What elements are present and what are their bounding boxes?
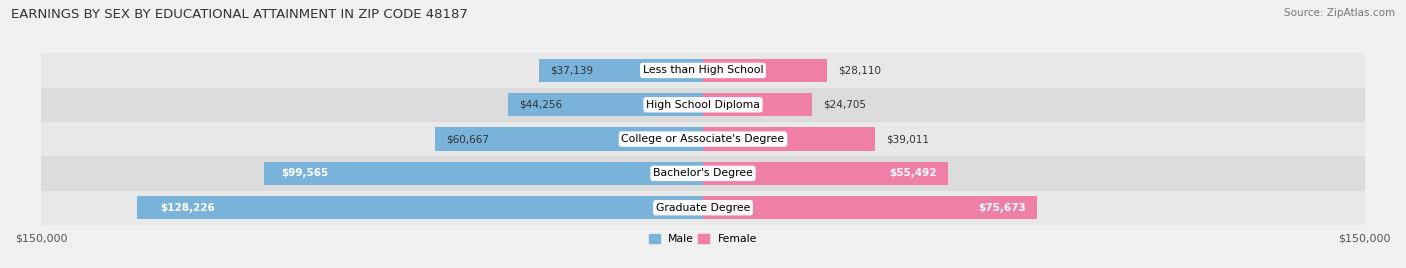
Bar bbox=[436, 127, 703, 151]
Bar bbox=[703, 162, 948, 185]
Bar bbox=[703, 196, 1036, 219]
Text: Graduate Degree: Graduate Degree bbox=[655, 203, 751, 213]
Text: College or Associate's Degree: College or Associate's Degree bbox=[621, 134, 785, 144]
Text: $55,492: $55,492 bbox=[889, 168, 936, 178]
Text: $75,673: $75,673 bbox=[979, 203, 1026, 213]
Text: EARNINGS BY SEX BY EDUCATIONAL ATTAINMENT IN ZIP CODE 48187: EARNINGS BY SEX BY EDUCATIONAL ATTAINMEN… bbox=[11, 8, 468, 21]
Text: $39,011: $39,011 bbox=[886, 134, 929, 144]
Bar bbox=[41, 122, 1365, 156]
Text: High School Diploma: High School Diploma bbox=[647, 100, 759, 110]
Bar bbox=[41, 53, 1365, 88]
Bar bbox=[538, 59, 703, 82]
Bar bbox=[41, 191, 1365, 225]
Text: $128,226: $128,226 bbox=[160, 203, 215, 213]
Text: $24,705: $24,705 bbox=[823, 100, 866, 110]
Text: $44,256: $44,256 bbox=[519, 100, 562, 110]
Text: Less than High School: Less than High School bbox=[643, 65, 763, 75]
Legend: Male, Female: Male, Female bbox=[648, 234, 758, 244]
Text: Source: ZipAtlas.com: Source: ZipAtlas.com bbox=[1284, 8, 1395, 18]
Bar bbox=[703, 59, 827, 82]
Text: $99,565: $99,565 bbox=[281, 168, 329, 178]
Bar bbox=[508, 93, 703, 116]
Bar bbox=[703, 127, 875, 151]
Bar bbox=[41, 88, 1365, 122]
Text: Bachelor's Degree: Bachelor's Degree bbox=[652, 168, 754, 178]
Text: $28,110: $28,110 bbox=[838, 65, 882, 75]
Text: $37,139: $37,139 bbox=[550, 65, 593, 75]
Bar bbox=[41, 156, 1365, 191]
Text: $60,667: $60,667 bbox=[446, 134, 489, 144]
Bar bbox=[264, 162, 703, 185]
Bar bbox=[138, 196, 703, 219]
Bar bbox=[703, 93, 813, 116]
